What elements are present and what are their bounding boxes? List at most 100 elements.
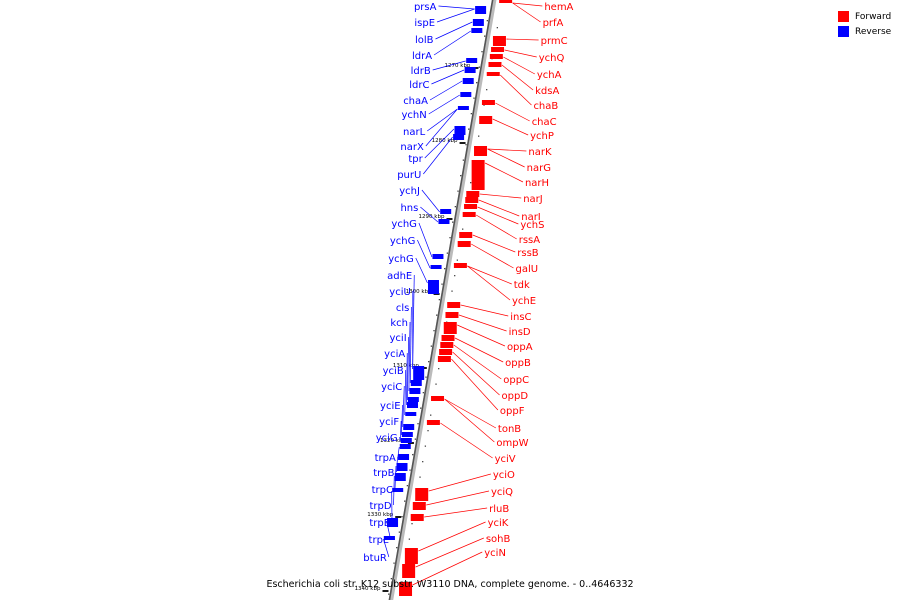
forward-gene-label: chaC	[532, 117, 557, 128]
reverse-gene-label: yciU	[389, 287, 411, 298]
reverse-gene-label: trpA	[375, 453, 396, 464]
forward-gene-connector	[472, 234, 516, 253]
track-dot	[427, 430, 429, 432]
forward-gene-connector	[424, 507, 488, 518]
reverse-gene-connector	[415, 257, 428, 284]
track-dot	[478, 66, 481, 68]
reverse-gene-block	[453, 134, 465, 140]
reverse-gene-label: ychG	[390, 236, 416, 247]
reverse-gene-block	[409, 388, 421, 394]
forward-gene-label: yciN	[484, 548, 506, 559]
reverse-swatch	[838, 26, 849, 37]
track-dot	[424, 445, 427, 447]
forward-gene-block	[440, 342, 454, 348]
track-dot	[486, 20, 488, 22]
reverse-gene-connector	[406, 352, 408, 406]
reverse-gene-block	[394, 473, 406, 481]
forward-gene-connector	[467, 265, 511, 301]
tick-label: 1300 kbp	[406, 289, 432, 295]
reverse-gene-label: chaA	[403, 96, 428, 107]
track-dot	[401, 516, 403, 518]
forward-gene-connector	[504, 49, 537, 58]
forward-gene-label: ychA	[537, 70, 562, 81]
track-dot	[473, 97, 475, 99]
track-dot	[468, 128, 470, 130]
track-dot	[435, 383, 437, 385]
forward-gene-block	[441, 335, 455, 341]
track-dot	[465, 144, 467, 146]
track-dot	[406, 485, 409, 487]
reverse-gene-label: ldrC	[409, 80, 429, 91]
forward-gene-block	[426, 420, 440, 425]
forward-gene-label: rssB	[517, 248, 539, 259]
reverse-gene-connector	[423, 136, 453, 175]
reverse-gene-connector	[404, 369, 407, 416]
reverse-gene-connector	[396, 456, 398, 473]
reverse-gene-block	[471, 28, 483, 33]
reverse-gene-connector	[431, 69, 465, 85]
forward-gene-connector	[457, 324, 506, 347]
reverse-gene-block	[432, 254, 444, 259]
track-dot	[454, 275, 456, 277]
forward-gene-connector	[512, 2, 541, 23]
reverse-gene-label: trpB	[373, 468, 394, 479]
tick-label: 1280 kbp	[432, 138, 458, 144]
forward-gene-connector	[501, 64, 534, 91]
reverse-gene-label: tpr	[408, 154, 423, 165]
reverse-gene-label: ychN	[402, 110, 427, 121]
forward-gene-label: ychS	[520, 220, 544, 231]
tick-label: 1330 kbp	[367, 512, 393, 518]
forward-gene-connector	[460, 304, 509, 317]
forward-gene-connector	[440, 422, 493, 459]
forward-gene-block	[439, 349, 453, 355]
tick-label: 1320 kbp	[380, 438, 406, 444]
track-dot	[408, 538, 411, 540]
forward-gene-connector	[512, 2, 543, 7]
forward-gene-connector	[428, 473, 491, 492]
forward-gene-block	[474, 146, 488, 156]
reverse-gene-connector	[399, 436, 401, 442]
forward-gene-label: yciK	[488, 518, 509, 529]
track-dot	[476, 82, 478, 84]
forward-gene-block	[399, 582, 413, 596]
reverse-gene-block	[438, 219, 450, 224]
reverse-gene-label: narX	[400, 142, 424, 153]
reverse-gene-connector	[428, 94, 460, 115]
track-dot	[438, 368, 440, 370]
forward-gene-label: narH	[525, 178, 549, 189]
reverse-gene-block	[472, 19, 484, 26]
reverse-gene-connector	[394, 465, 397, 490]
forward-gene-label: yciQ	[491, 487, 513, 498]
forward-gene-connector	[499, 74, 532, 106]
forward-gene-label: rssA	[519, 235, 541, 246]
forward-gene-connector	[487, 148, 525, 168]
reverse-gene-block	[457, 106, 469, 110]
reverse-gene-label: yciA	[384, 349, 405, 360]
forward-gene-block	[447, 302, 461, 308]
forward-gene-block	[402, 564, 416, 578]
tick-label: 1340 kbp	[355, 586, 381, 592]
legend-reverse-label: Reverse	[855, 26, 892, 37]
forward-gene-block	[489, 54, 503, 59]
forward-gene-label: insD	[509, 327, 531, 338]
forward-gene-block	[410, 514, 424, 521]
forward-gene-block	[492, 36, 506, 46]
forward-gene-label: yciO	[493, 470, 515, 481]
forward-gene-label: prmC	[541, 36, 568, 47]
forward-gene-connector	[479, 193, 522, 199]
reverse-gene-block	[406, 402, 418, 408]
reverse-gene-label: ldrB	[411, 66, 431, 77]
forward-gene-block	[437, 356, 451, 362]
reverse-gene-connector	[438, 5, 475, 10]
forward-gene-connector	[415, 537, 484, 568]
reverse-gene-block	[401, 432, 413, 437]
track-dot	[428, 361, 430, 363]
track-dot	[478, 135, 480, 137]
forward-gene-label: chaB	[533, 101, 558, 112]
reverse-gene-label: yciF	[379, 417, 399, 428]
forward-gene-block	[471, 160, 485, 190]
forward-gene-block	[486, 72, 500, 76]
track-dot	[451, 290, 453, 292]
reverse-gene-block	[430, 265, 442, 269]
